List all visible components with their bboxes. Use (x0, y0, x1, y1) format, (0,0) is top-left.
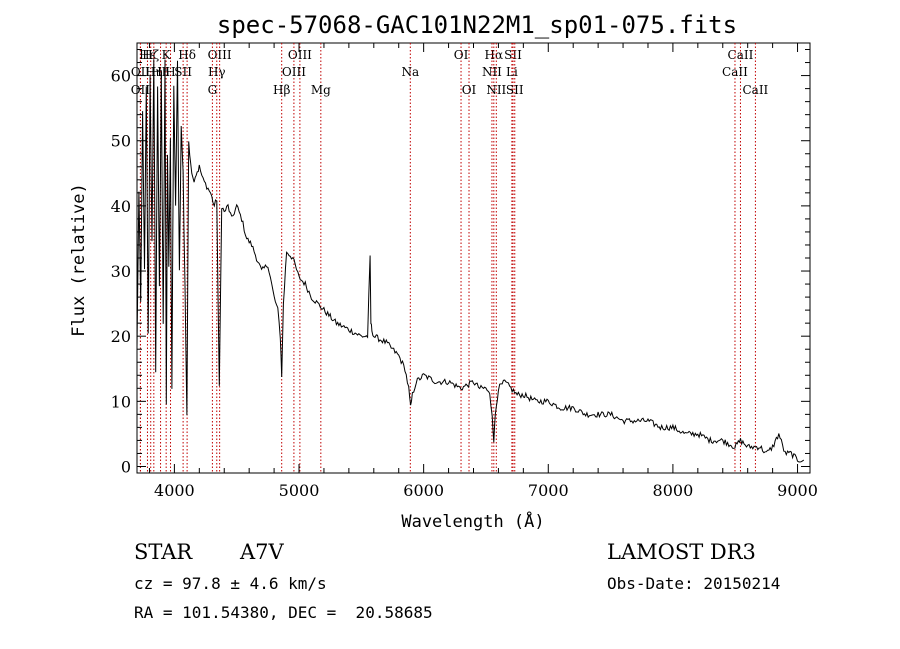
line-marker-label: CaII (722, 65, 748, 79)
spectrum-line (136, 59, 805, 463)
line-marker-label: Hε (139, 48, 156, 62)
x-tick-label: 5000 (279, 481, 320, 500)
line-marker-label: CaII (742, 83, 768, 97)
survey-name: LAMOST DR3 (607, 540, 756, 564)
line-marker-label: Hβ (273, 83, 290, 97)
line-marker-label: Na (401, 65, 419, 79)
y-tick-label: 60 (111, 67, 131, 86)
line-marker-label: Hγ (208, 65, 226, 79)
line-marker-label: OI (462, 83, 477, 97)
x-tick-label: 4000 (154, 481, 195, 500)
y-axis-label: Flux (relative) (69, 183, 89, 337)
line-marker-label: OI (454, 48, 469, 62)
y-tick-label: 50 (111, 132, 131, 151)
line-marker-label: SII (506, 83, 524, 97)
object-subclass: A7V (240, 540, 284, 564)
y-tick-label: 20 (111, 327, 131, 346)
chart-title: spec-57068-GAC101N22M1_sp01-075.fits (217, 11, 737, 39)
line-marker-label: NII (482, 65, 502, 79)
line-marker-label: Mg (311, 83, 331, 97)
line-marker-label: Hα (485, 48, 504, 62)
line-marker-label: Hδ (178, 48, 196, 62)
y-tick-label: 40 (111, 197, 131, 216)
y-tick-label: 10 (111, 392, 131, 411)
line-marker-label: H (165, 65, 175, 79)
x-tick-label: 9000 (777, 481, 818, 500)
line-marker-label: K (162, 48, 172, 62)
plot-frame (136, 42, 811, 474)
redshift-value: cz = 97.8 ± 4.6 km/s (134, 574, 327, 593)
x-tick-label: 8000 (653, 481, 694, 500)
line-marker-label: OIII (282, 65, 306, 79)
line-marker-label: CaII (728, 48, 754, 62)
line-marker-label: OIII (208, 48, 232, 62)
line-marker-label: SII (504, 48, 522, 62)
line-marker-label: OII (131, 83, 151, 97)
line-marker-label: NII (486, 83, 506, 97)
line-marker-label: Li (506, 65, 518, 79)
observation-date: Obs-Date: 20150214 (607, 574, 781, 593)
object-class: STAR (134, 540, 193, 564)
y-tick-label: 0 (121, 457, 131, 476)
x-tick-label: 6000 (403, 481, 444, 500)
coordinates: RA = 101.54380, DEC = 20.58685 (134, 603, 433, 622)
line-marker-label: Hζ (142, 48, 159, 62)
y-tick-label: 30 (111, 262, 131, 281)
line-marker-label: OIII (288, 48, 312, 62)
line-marker-label: SII (174, 65, 192, 79)
x-tick-label: 7000 (528, 481, 569, 500)
x-axis-label: Wavelength (Å) (401, 510, 544, 532)
line-marker-label: G (208, 83, 218, 97)
